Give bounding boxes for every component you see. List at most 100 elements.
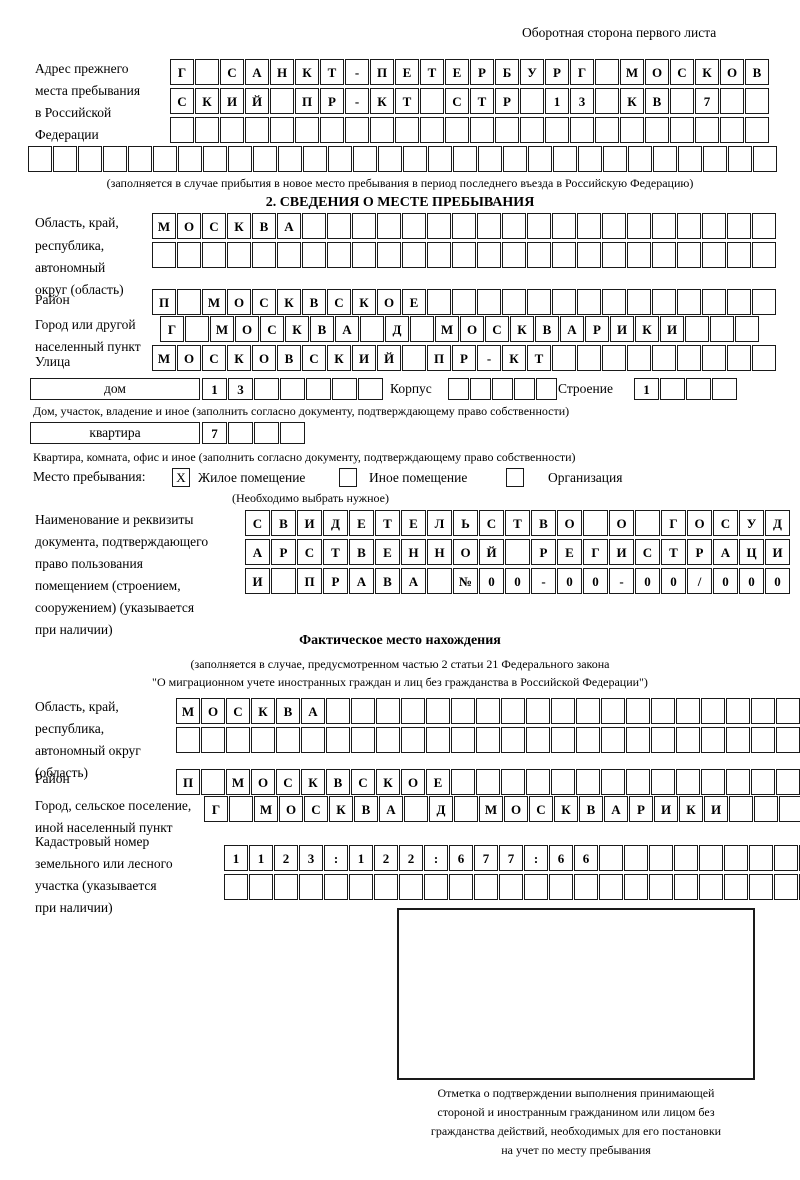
form-cell[interactable]	[277, 242, 301, 268]
form-cell[interactable]	[178, 146, 202, 172]
form-cell[interactable]	[552, 289, 576, 315]
form-cell[interactable]	[552, 213, 576, 239]
form-cell[interactable]	[653, 146, 677, 172]
form-cell[interactable]	[326, 727, 350, 753]
form-cell[interactable]	[226, 727, 250, 753]
form-cell[interactable]	[570, 117, 594, 143]
form-cell[interactable]: К	[502, 345, 526, 371]
form-cell[interactable]	[686, 378, 711, 400]
form-cell[interactable]: Р	[452, 345, 476, 371]
form-cell[interactable]: 6	[549, 845, 573, 871]
form-cell[interactable]	[501, 727, 525, 753]
form-cell[interactable]: 0	[557, 568, 582, 594]
form-cell[interactable]	[753, 146, 777, 172]
form-cell[interactable]: М	[210, 316, 234, 342]
form-cell[interactable]	[603, 146, 627, 172]
form-cell[interactable]	[776, 698, 800, 724]
stamp-box[interactable]	[397, 908, 755, 1080]
form-cell[interactable]: И	[220, 88, 244, 114]
form-cell[interactable]	[701, 698, 725, 724]
form-cell[interactable]	[677, 345, 701, 371]
form-cell[interactable]	[670, 88, 694, 114]
form-cell[interactable]	[595, 117, 619, 143]
form-cell[interactable]	[252, 242, 276, 268]
form-cell[interactable]	[699, 874, 723, 900]
form-cell[interactable]	[752, 213, 776, 239]
form-cell[interactable]	[477, 242, 501, 268]
form-cell[interactable]	[377, 213, 401, 239]
form-cell[interactable]: Г	[583, 539, 608, 565]
form-cell[interactable]	[324, 874, 348, 900]
form-cell[interactable]	[153, 146, 177, 172]
form-cell[interactable]: И	[704, 796, 728, 822]
form-cell[interactable]: О	[401, 769, 425, 795]
form-cell[interactable]	[576, 769, 600, 795]
form-cell[interactable]	[649, 845, 673, 871]
form-cell[interactable]	[358, 378, 383, 400]
form-cell[interactable]	[712, 378, 737, 400]
form-cell[interactable]	[552, 242, 576, 268]
form-cell[interactable]	[754, 796, 778, 822]
form-cell[interactable]	[602, 242, 626, 268]
form-cell[interactable]: С	[351, 769, 375, 795]
form-cell[interactable]	[402, 213, 426, 239]
checkbox-residential[interactable]: X	[172, 468, 190, 487]
form-cell[interactable]: О	[557, 510, 582, 536]
form-cell[interactable]	[727, 242, 751, 268]
form-cell[interactable]: 3	[570, 88, 594, 114]
form-cell[interactable]: П	[370, 59, 394, 85]
form-cell[interactable]	[601, 769, 625, 795]
form-cell[interactable]	[270, 88, 294, 114]
form-cell[interactable]	[626, 727, 650, 753]
form-cell[interactable]	[601, 698, 625, 724]
form-cell[interactable]	[404, 796, 428, 822]
form-cell[interactable]	[453, 146, 477, 172]
form-cell[interactable]: П	[152, 289, 176, 315]
form-cell[interactable]	[514, 378, 535, 400]
form-cell[interactable]: М	[176, 698, 200, 724]
form-cell[interactable]	[652, 242, 676, 268]
form-cell[interactable]	[152, 242, 176, 268]
form-cell[interactable]: 2	[374, 845, 398, 871]
form-cell[interactable]: 3	[228, 378, 253, 400]
form-cell[interactable]: Й	[377, 345, 401, 371]
form-cell[interactable]: -	[345, 88, 369, 114]
form-cell[interactable]: 2	[274, 845, 298, 871]
form-cell[interactable]	[280, 422, 305, 444]
form-cell[interactable]	[327, 242, 351, 268]
form-cell[interactable]: -	[477, 345, 501, 371]
form-cell[interactable]: Д	[323, 510, 348, 536]
form-cell[interactable]: Л	[427, 510, 452, 536]
form-cell[interactable]	[536, 378, 557, 400]
form-cell[interactable]	[701, 769, 725, 795]
form-cell[interactable]: 0	[635, 568, 660, 594]
form-cell[interactable]: -	[531, 568, 556, 594]
form-cell[interactable]: Ц	[739, 539, 764, 565]
form-cell[interactable]	[552, 345, 576, 371]
form-cell[interactable]: В	[252, 213, 276, 239]
form-cell[interactable]: Т	[527, 345, 551, 371]
form-cell[interactable]: Т	[375, 510, 400, 536]
form-cell[interactable]: И	[245, 568, 270, 594]
form-cell[interactable]	[751, 769, 775, 795]
form-cell[interactable]	[699, 845, 723, 871]
form-cell[interactable]	[280, 378, 305, 400]
form-cell[interactable]	[327, 213, 351, 239]
form-cell[interactable]	[627, 242, 651, 268]
form-cell[interactable]	[351, 727, 375, 753]
form-cell[interactable]: 0	[479, 568, 504, 594]
form-cell[interactable]: И	[654, 796, 678, 822]
form-cell[interactable]: К	[352, 289, 376, 315]
checkbox-organization[interactable]	[506, 468, 524, 487]
form-cell[interactable]	[228, 422, 253, 444]
form-cell[interactable]	[195, 59, 219, 85]
form-cell[interactable]: М	[479, 796, 503, 822]
form-cell[interactable]	[652, 213, 676, 239]
form-cell[interactable]	[501, 769, 525, 795]
form-cell[interactable]: 1	[224, 845, 248, 871]
form-cell[interactable]	[595, 88, 619, 114]
form-cell[interactable]	[702, 242, 726, 268]
